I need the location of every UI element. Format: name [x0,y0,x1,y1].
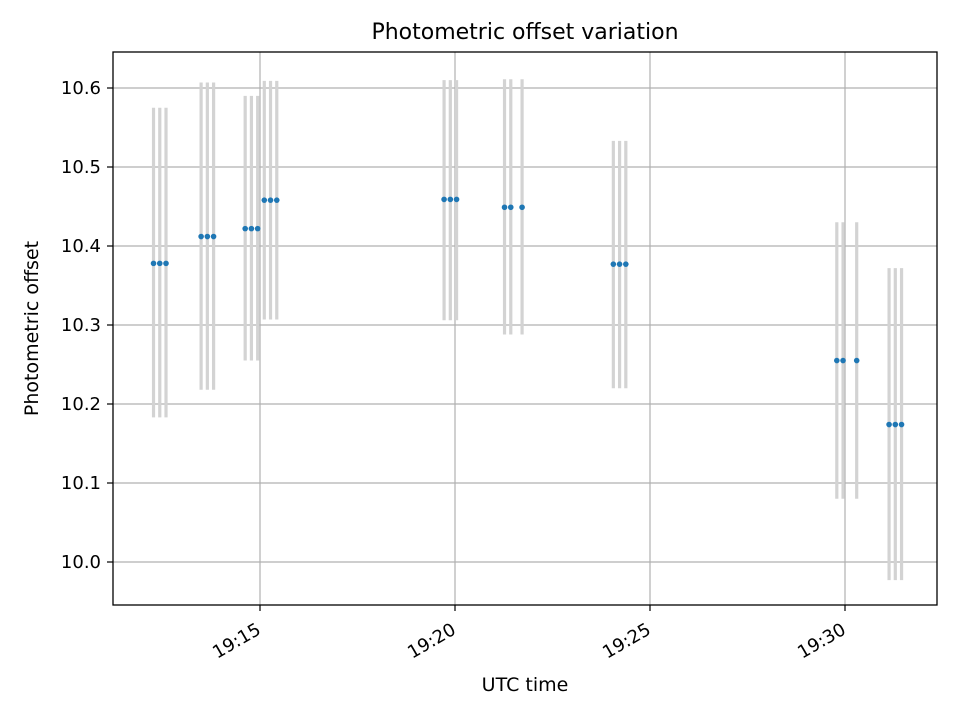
data-point [898,421,905,428]
data-point [267,197,274,203]
data-point [204,233,211,240]
data-points [150,196,905,428]
y-tick-label: 10.4 [61,236,101,257]
data-point [519,204,525,211]
data-point [623,261,629,267]
x-tick-label: 19:25 [599,619,654,663]
data-point [273,197,280,203]
y-tick-label: 10.1 [61,473,101,494]
data-point [840,357,846,364]
data-point [447,196,454,203]
data-point [886,421,892,428]
y-tick-label: 10.2 [61,394,101,415]
data-point [254,225,261,232]
y-tick-label: 10.3 [61,315,101,336]
data-point [210,233,217,240]
data-point [441,196,447,203]
data-point [834,357,840,364]
data-point [610,261,617,267]
data-point [616,261,623,267]
chart-title: Photometric offset variation [371,20,678,45]
y-tick-label: 10.6 [61,78,101,99]
y-axis-label: Photometric offset [21,241,43,416]
data-point [150,260,157,267]
x-tick-label: 19:30 [794,619,849,663]
x-tick-label: 19:15 [209,619,264,663]
data-point [501,204,508,211]
data-point [892,421,899,428]
data-point [242,225,248,232]
x-tick-label: 19:20 [404,619,459,663]
y-tick-label: 10.5 [61,157,101,178]
x-axis-label: UTC time [482,674,569,696]
data-point [507,204,514,211]
axes-frame [112,51,938,606]
data-point [261,197,268,203]
data-point [853,357,860,364]
data-point [198,233,204,240]
data-point [156,260,163,267]
error-bars [151,79,904,581]
data-point [453,196,460,203]
data-point [163,260,169,267]
data-point [248,225,255,232]
grid [113,52,937,605]
y-tick-label: 10.0 [61,552,101,573]
